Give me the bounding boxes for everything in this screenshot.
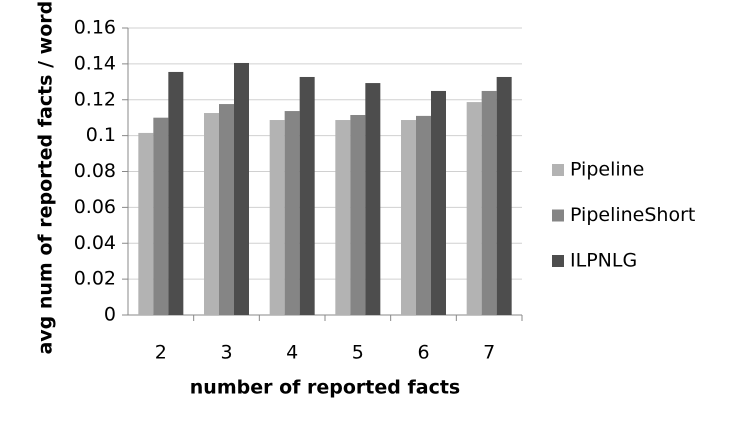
y-tick-label: 0.08 bbox=[74, 160, 116, 182]
x-tick-label: 2 bbox=[155, 342, 167, 364]
x-axis-title: number of reported facts bbox=[190, 377, 460, 399]
legend-label: Pipeline bbox=[570, 159, 644, 181]
bar bbox=[168, 71, 184, 316]
legend-label: PipelineShort bbox=[570, 204, 695, 226]
bar bbox=[219, 104, 234, 316]
bar bbox=[481, 90, 497, 315]
y-tick-label: 0.12 bbox=[74, 88, 116, 110]
legend-label: ILPNLG bbox=[570, 250, 637, 272]
bar bbox=[496, 76, 512, 315]
bar bbox=[335, 120, 351, 315]
y-tick-label: 0 bbox=[104, 304, 116, 326]
bar bbox=[401, 120, 416, 315]
bar bbox=[466, 102, 482, 315]
bar bbox=[350, 114, 366, 315]
bar bbox=[234, 62, 249, 316]
bar bbox=[299, 76, 315, 315]
bar bbox=[269, 120, 285, 315]
legend-swatch bbox=[552, 255, 564, 267]
bar bbox=[284, 111, 300, 315]
y-tick-label: 0.16 bbox=[74, 17, 116, 39]
legend-swatch bbox=[552, 164, 564, 176]
bar bbox=[204, 113, 219, 316]
bar bbox=[416, 115, 431, 315]
legend-swatch bbox=[552, 209, 564, 222]
bar bbox=[365, 83, 381, 316]
bar bbox=[431, 90, 446, 315]
x-tick-label: 7 bbox=[483, 342, 495, 364]
y-axis-title: avg num of reported facts / words bbox=[35, 0, 57, 355]
y-tick-label: 0.1 bbox=[86, 124, 116, 146]
x-tick-label: 4 bbox=[286, 342, 298, 364]
bar bbox=[153, 117, 169, 315]
x-tick-label: 3 bbox=[220, 342, 232, 364]
y-tick-label: 0.02 bbox=[74, 268, 116, 290]
y-tick-label: 0.06 bbox=[74, 196, 116, 218]
y-tick-label: 0.14 bbox=[74, 52, 116, 74]
x-tick-label: 6 bbox=[417, 342, 429, 364]
bar bbox=[138, 132, 154, 315]
x-tick-label: 5 bbox=[352, 342, 364, 364]
y-tick-label: 0.04 bbox=[74, 232, 116, 254]
